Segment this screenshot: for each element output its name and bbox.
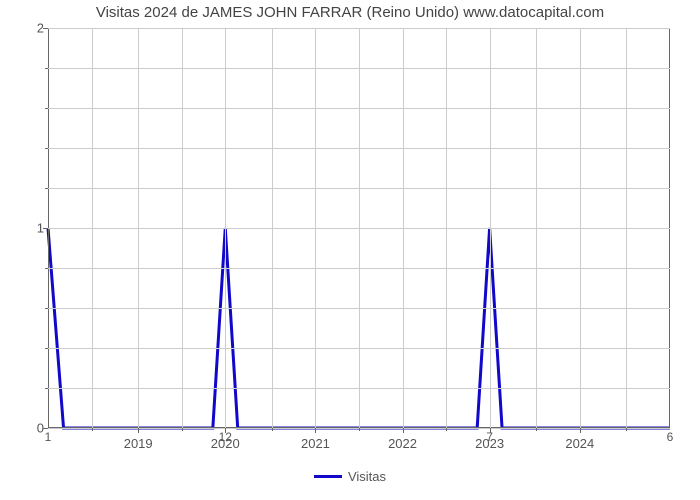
x-minor-tick-mark xyxy=(92,428,93,431)
y-tick-label: 1 xyxy=(30,221,44,236)
x-value-label: 1 xyxy=(45,430,52,444)
grid-v xyxy=(272,28,273,428)
x-year-label: 2019 xyxy=(124,436,153,451)
x-value-label: 12 xyxy=(219,430,232,444)
x-value-label: 7 xyxy=(486,430,493,444)
y-tick-mark xyxy=(43,28,48,29)
x-year-label: 2024 xyxy=(565,436,594,451)
chart-container: Visitas 2024 de JAMES JOHN FARRAR (Reino… xyxy=(0,0,700,500)
y-minor-tick-mark xyxy=(45,268,48,269)
x-tick-mark xyxy=(138,428,139,433)
x-minor-tick-mark xyxy=(272,428,273,431)
y-minor-tick-mark xyxy=(45,108,48,109)
y-tick-label: 2 xyxy=(30,21,44,36)
y-minor-tick-mark xyxy=(45,68,48,69)
grid-v xyxy=(359,28,360,428)
y-tick-label: 0 xyxy=(30,421,44,436)
grid-v xyxy=(580,28,581,428)
grid-v xyxy=(92,28,93,428)
grid-v xyxy=(490,28,491,428)
x-minor-tick-mark xyxy=(359,428,360,431)
x-year-label: 2021 xyxy=(301,436,330,451)
y-minor-tick-mark xyxy=(45,308,48,309)
x-tick-mark xyxy=(580,428,581,433)
grid-v xyxy=(536,28,537,428)
grid-v xyxy=(315,28,316,428)
y-tick-mark xyxy=(43,428,48,429)
grid-v xyxy=(225,28,226,428)
y-minor-tick-mark xyxy=(45,348,48,349)
legend-swatch xyxy=(314,475,342,478)
plot-area xyxy=(48,28,670,428)
y-minor-tick-mark xyxy=(45,388,48,389)
grid-v xyxy=(403,28,404,428)
x-minor-tick-mark xyxy=(182,428,183,431)
x-tick-mark xyxy=(315,428,316,433)
grid-v xyxy=(182,28,183,428)
x-minor-tick-mark xyxy=(536,428,537,431)
x-year-label: 2022 xyxy=(388,436,417,451)
x-tick-mark xyxy=(403,428,404,433)
y-minor-tick-mark xyxy=(45,188,48,189)
x-minor-tick-mark xyxy=(446,428,447,431)
legend: Visitas xyxy=(0,468,700,484)
grid-v xyxy=(626,28,627,428)
y-minor-tick-mark xyxy=(45,148,48,149)
grid-v xyxy=(446,28,447,428)
x-minor-tick-mark xyxy=(626,428,627,431)
y-tick-mark xyxy=(43,228,48,229)
legend-label: Visitas xyxy=(348,469,386,484)
x-value-label: 6 xyxy=(667,430,674,444)
grid-v xyxy=(138,28,139,428)
chart-title: Visitas 2024 de JAMES JOHN FARRAR (Reino… xyxy=(0,4,700,21)
